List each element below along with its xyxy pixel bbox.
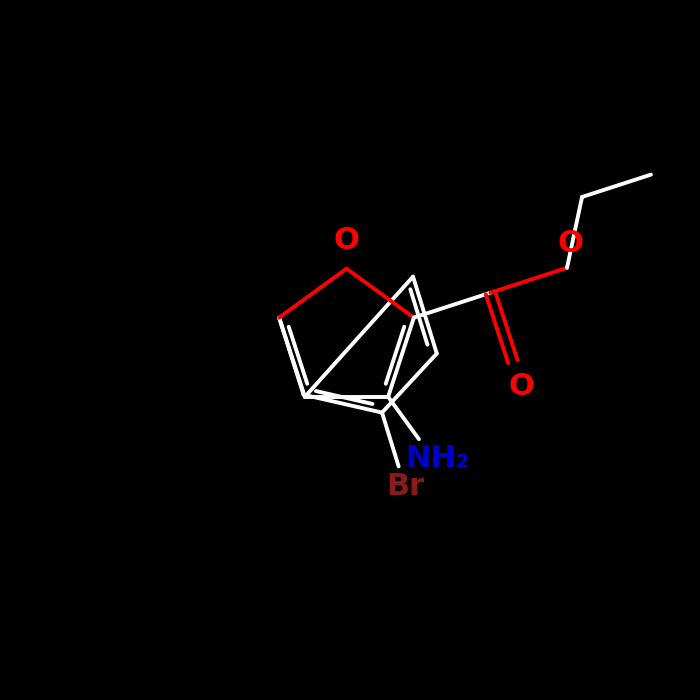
Text: O: O (334, 226, 359, 255)
Text: O: O (508, 372, 534, 401)
Text: Br: Br (386, 472, 424, 501)
Text: NH₂: NH₂ (405, 444, 470, 473)
Text: O: O (558, 229, 583, 258)
